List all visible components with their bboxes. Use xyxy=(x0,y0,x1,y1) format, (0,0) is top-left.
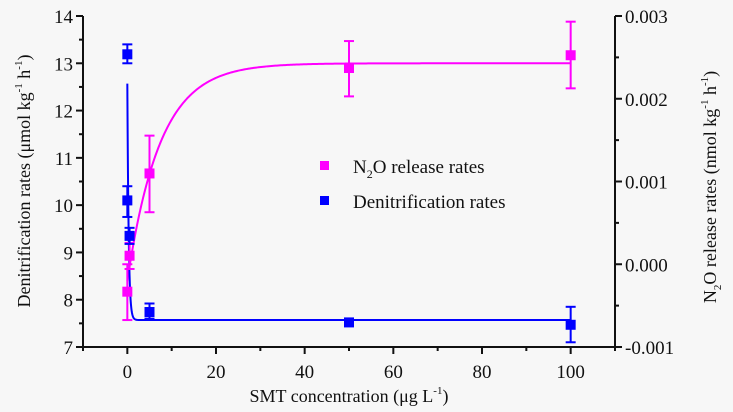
denitrification-point xyxy=(565,305,576,344)
y-left-tick-label: 7 xyxy=(64,338,74,359)
y-right-tick-label: 0.002 xyxy=(625,90,668,111)
n2o-point xyxy=(565,20,576,90)
y-left-tick-label: 13 xyxy=(54,54,73,75)
y-left-tick-label: 8 xyxy=(64,291,74,312)
x-tick-label: 0 xyxy=(123,362,133,383)
denitrification-point xyxy=(122,43,133,65)
denitrification-point xyxy=(344,317,354,328)
y-right-tick-label: 0.003 xyxy=(625,7,668,28)
y-left-tick-label: 9 xyxy=(64,243,74,264)
x-axis-title: SMT concentration (μg L-1) xyxy=(250,385,449,407)
legend: N2O release rates Denitrification rates xyxy=(320,157,505,213)
n2o-point xyxy=(144,134,155,214)
denitrification-marker xyxy=(144,307,155,318)
denitrification-marker xyxy=(122,49,133,60)
denitrification-marker xyxy=(124,230,135,241)
data-points xyxy=(122,20,576,344)
y-left-tick-label: 11 xyxy=(55,149,73,170)
x-tick-label: 40 xyxy=(295,362,314,383)
denitrification-marker xyxy=(122,195,133,206)
denitrification-fit-curve xyxy=(126,83,571,322)
x-tick-label: 80 xyxy=(473,362,492,383)
y-left-tick-label: 12 xyxy=(54,102,73,123)
y-right-tick-label: 0.001 xyxy=(625,173,668,194)
legend-swatch-n2o xyxy=(320,161,329,170)
x-tick-label: 20 xyxy=(207,362,226,383)
n2o-point xyxy=(344,40,354,98)
denitrification-point xyxy=(124,226,135,245)
n2o-point xyxy=(122,263,133,322)
y-left-axis-title: Denitrification rates (μmol kg-1 h-1) xyxy=(13,55,35,308)
y-left-tick-label: 10 xyxy=(54,196,73,217)
n2o-marker xyxy=(124,250,135,261)
denitrification-marker xyxy=(344,317,354,328)
n2o-marker xyxy=(144,168,155,179)
denitrification-point xyxy=(144,302,155,320)
y-left-tick-label: 14 xyxy=(54,7,74,28)
y-right-tick-label: 0.000 xyxy=(625,255,668,276)
x-tick-label: 100 xyxy=(556,362,585,383)
axes: 0 20 40 60 80 100 7 8 9 10 11 12 13 14 -0.001 0.000 0.00… xyxy=(54,7,674,383)
legend-label-n2o: N2O release rates xyxy=(353,157,485,181)
legend-swatch-denitrification xyxy=(320,196,329,205)
n2o-fit-curve xyxy=(126,62,571,282)
n2o-marker xyxy=(565,50,576,61)
n2o-marker xyxy=(122,286,133,297)
denitrification-point xyxy=(122,185,133,218)
fit-curves xyxy=(126,62,571,322)
denitrification-marker xyxy=(565,319,576,330)
n2o-marker xyxy=(344,63,354,74)
y-right-tick-label: -0.001 xyxy=(625,338,674,359)
legend-label-denitrification: Denitrification rates xyxy=(353,192,505,213)
x-tick-label: 60 xyxy=(384,362,403,383)
y-right-axis-title: N2O release rates (nmol kg-1 h-1) xyxy=(699,71,724,303)
